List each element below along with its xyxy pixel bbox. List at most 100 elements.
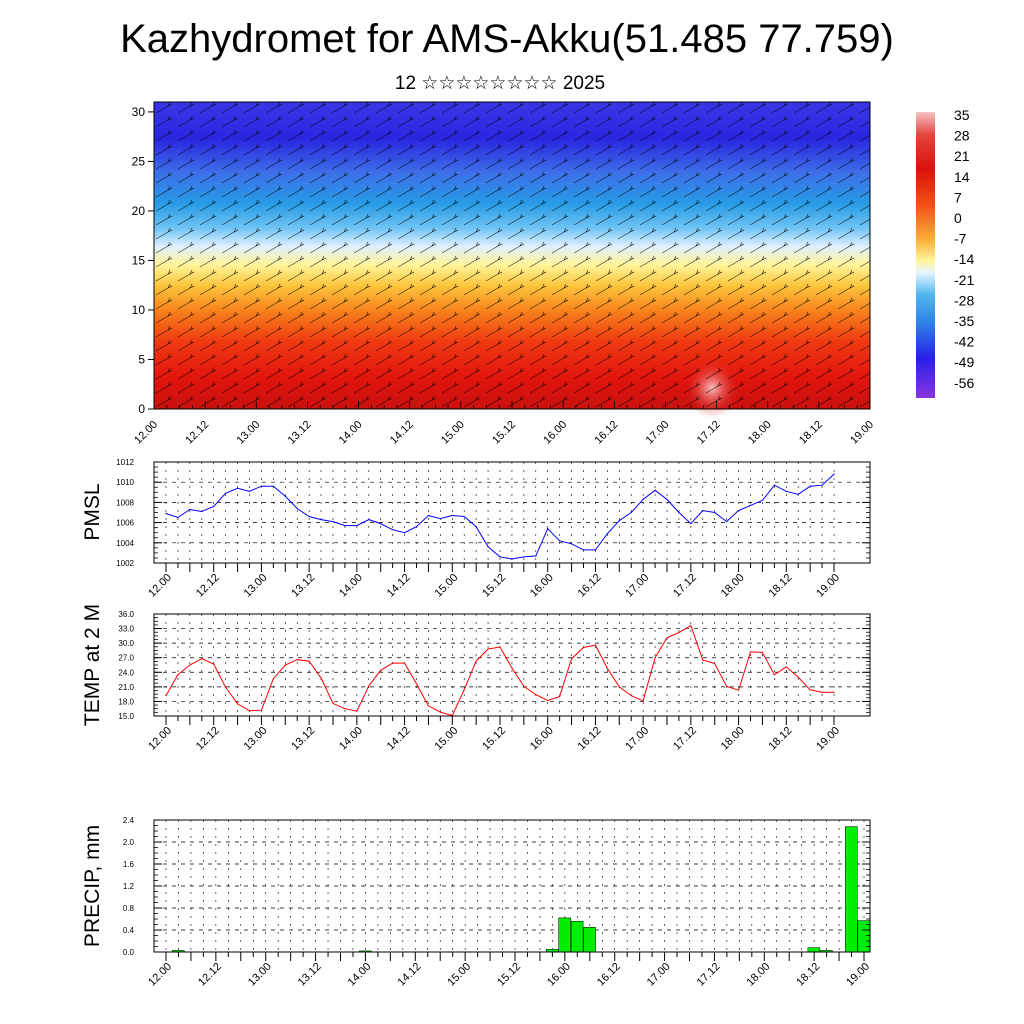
profile-y-tick-label: 30: [132, 105, 146, 119]
profile-x-tick-label: 16.00: [541, 419, 569, 447]
x-tick-label: 17.00: [645, 961, 673, 989]
x-tick-label: 17.00: [623, 725, 651, 753]
x-tick-label: 14.00: [337, 572, 365, 600]
profile-x-tick-label: 12.12: [183, 419, 211, 447]
profile-y-tick-label: 25: [132, 154, 146, 168]
precip-x-axis: 12.00 12.12 13.00 13.12 14.00 14.12 15.00 15.12…: [146, 952, 872, 989]
colorbar-label: -7: [954, 231, 967, 247]
precip-grid: [154, 820, 870, 952]
x-tick-label: 12.00: [146, 725, 174, 753]
x-tick-label: 14.00: [337, 725, 365, 753]
y-tick-label: 27.0: [118, 654, 134, 663]
wind-barbs-overlay: [154, 102, 870, 409]
temp-y-axis: 15.0 18.0 21.0 24.0 27.0 30.0 33.0 36.0: [118, 610, 870, 721]
temp-y-label: TEMP at 2 M: [81, 604, 104, 726]
temp-frame: [153, 613, 871, 717]
colorbar-label: -14: [954, 251, 974, 267]
x-tick-label: 12.00: [146, 572, 174, 600]
x-tick-label: 13.00: [246, 961, 274, 989]
y-tick-label: 0.8: [123, 904, 135, 913]
colorbar-label: 35: [954, 107, 970, 123]
y-tick-label: 24.0: [118, 668, 134, 677]
pmsl-x-axis: 12.00 12.12 13.00 13.12 14.00 14.12 15.00 15.12…: [146, 563, 842, 600]
y-tick-label: 1.2: [123, 882, 135, 891]
precip-bar: [857, 920, 871, 953]
precip-bar: [583, 927, 596, 953]
page-title: Kazhydromet for AMS-Akku(51.485 77.759): [120, 17, 894, 61]
x-tick-label: 17.12: [695, 961, 723, 989]
x-tick-label: 14.12: [385, 725, 413, 753]
colorbar-label: -42: [954, 334, 974, 350]
y-tick-label: 1002: [116, 559, 134, 568]
precip-bar: [558, 917, 571, 953]
precip-bar: [570, 920, 584, 953]
profile-x-tick-label: 17.00: [644, 419, 672, 447]
x-tick-label: 18.00: [719, 572, 747, 600]
x-tick-label: 15.12: [480, 572, 508, 600]
pmsl-frame: [153, 461, 871, 564]
profile-x-tick-label: 13.00: [234, 419, 262, 447]
x-tick-label: 14.12: [395, 961, 423, 989]
x-tick-label: 16.12: [576, 572, 604, 600]
profile-x-tick-label: 15.12: [490, 419, 518, 447]
x-tick-label: 18.12: [794, 961, 822, 989]
y-tick-label: 1008: [116, 498, 134, 507]
x-tick-label: 15.12: [480, 725, 508, 753]
profile-y-tick-label: 20: [132, 204, 146, 218]
colorbar-label: 28: [954, 128, 970, 144]
profile-x-tick-label: 15.00: [439, 419, 467, 447]
y-tick-label: 1012: [116, 458, 134, 467]
x-tick-label: 14.00: [346, 961, 374, 989]
x-tick-label: 12.12: [194, 725, 222, 753]
temp-x-axis: 12.00 12.12 13.00 13.12 14.00 14.12 15.00 15.12…: [146, 716, 842, 753]
colorbar-label: 14: [954, 169, 970, 185]
y-tick-label: 0.0: [123, 948, 135, 957]
y-tick-label: 30.0: [118, 639, 134, 648]
colorbar-label: 21: [954, 148, 970, 164]
x-tick-label: 12.00: [146, 961, 174, 989]
x-tick-label: 16.00: [528, 572, 556, 600]
x-tick-label: 16.00: [528, 725, 556, 753]
y-tick-label: 33.0: [118, 625, 134, 634]
y-tick-label: 15.0: [118, 712, 134, 721]
profile-x-tick-label: 12.00: [132, 419, 160, 447]
temp-series-line: [165, 624, 834, 717]
x-tick-label: 18.00: [744, 961, 772, 989]
pmsl-y-axis: 1002 1004 1006 1008 1010 1012: [116, 458, 870, 568]
x-tick-label: 15.00: [432, 572, 460, 600]
y-tick-label: 1006: [116, 519, 134, 528]
x-tick-label: 13.12: [296, 961, 324, 989]
x-tick-label: 17.12: [671, 725, 699, 753]
colorbar-labels: 35 28 21 14 7 0 -7 -14 -21 -28 -35 -42 -49 -56: [954, 107, 974, 391]
colorbar-strip: [916, 112, 935, 398]
x-tick-label: 19.00: [814, 725, 842, 753]
profile-x-tick-label: 14.12: [388, 419, 416, 447]
pmsl-y-label: PMSL: [81, 483, 104, 540]
x-tick-label: 15.00: [432, 725, 460, 753]
y-tick-label: 2.0: [123, 838, 135, 847]
x-tick-label: 15.00: [445, 961, 473, 989]
x-tick-label: 17.12: [671, 572, 699, 600]
x-tick-label: 12.12: [194, 572, 222, 600]
y-tick-label: 1.6: [123, 860, 135, 869]
pmsl-panel: 1002 1004 1006 1008 1010 1012 12.00 12.12 13.00…: [81, 458, 871, 600]
y-tick-label: 1004: [116, 539, 134, 548]
profile-x-tick-label: 19.00: [848, 419, 876, 447]
profile-x-tick-label: 16.12: [592, 419, 620, 447]
x-tick-label: 18.00: [719, 725, 747, 753]
colorbar-label: -56: [954, 375, 974, 391]
y-tick-label: 18.0: [118, 697, 134, 706]
y-tick-label: 21.0: [118, 683, 134, 692]
profile-x-tick-label: 17.12: [695, 419, 723, 447]
profile-y-tick-label: 5: [138, 352, 145, 366]
x-tick-label: 14.12: [385, 572, 413, 600]
colorbar-label: -28: [954, 292, 974, 308]
precip-y-label: PRECIP, mm: [81, 825, 104, 947]
precip-y-axis: 0.0 0.4 0.8 1.2 1.6 2.0 2.4: [123, 816, 870, 957]
x-tick-label: 13.00: [242, 572, 270, 600]
profile-y-tick-label: 15: [132, 253, 146, 267]
precip-bar: [845, 826, 858, 953]
colorbar-label: 7: [954, 189, 962, 205]
profile-y-tick-label: 10: [132, 303, 146, 317]
